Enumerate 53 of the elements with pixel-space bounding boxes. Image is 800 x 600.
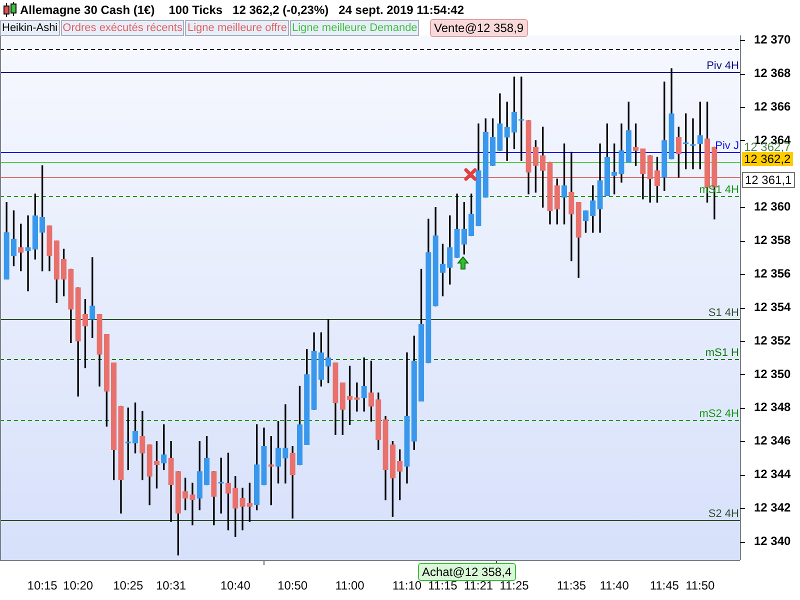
chart-subtitle: 100 Ticks 12 362,2 (-0,23%) 24 sept. 2019 11:54:42 <box>168 3 464 17</box>
candlestick <box>690 118 696 170</box>
x-tick-label: 11:00 <box>335 578 365 593</box>
y-tick-label: 12 358 <box>754 233 792 248</box>
x-tick-label: 11:50 <box>686 578 716 593</box>
ref-line-label: mS1 H <box>705 347 740 360</box>
candlestick <box>190 482 196 526</box>
x-tick-label: 11:45 <box>650 578 680 593</box>
x-tick-label: 11:15 <box>428 578 458 593</box>
y-tick-label: 12 352 <box>754 333 792 348</box>
ref-line-label: S1 4H <box>708 307 740 320</box>
x-tick-label: 11:21 <box>464 578 494 593</box>
x-tick-label: 11:40 <box>600 578 630 593</box>
x-tick-label: 11:10 <box>392 578 422 593</box>
x-tick-label: 10:25 <box>113 578 144 593</box>
text: Ligne meilleure offre <box>185 20 289 36</box>
y-tick-label: 12 344 <box>754 467 792 482</box>
candlestick <box>361 357 367 412</box>
x-tick-label: 10:20 <box>63 578 94 593</box>
y-tick-label: 12 370 <box>754 32 792 47</box>
y-tick-label: 12 356 <box>754 266 792 281</box>
y-tick-label: 12 350 <box>754 366 792 381</box>
ref-line-label: Piv J <box>715 140 739 152</box>
text: Vente@12 358,9 <box>430 19 528 37</box>
ref-line-label: mS2 4H <box>699 408 740 420</box>
text: Achat@12 358,4 <box>422 565 512 579</box>
candlestick <box>140 410 146 480</box>
candlestick <box>282 404 288 484</box>
text: Ligne meilleure Demande <box>290 20 420 36</box>
y-tick-label: 12 366 <box>754 99 792 114</box>
y-tick-label: 12 368 <box>754 66 792 80</box>
ref-line-label: Piv 4H <box>706 60 740 72</box>
x-tick-label: 10:40 <box>220 578 251 593</box>
candlestick <box>504 102 510 161</box>
y-tick-label: 12 354 <box>754 300 792 314</box>
chart-title: Allemagne 30 Cash (1€) <box>20 3 155 17</box>
x-tick-label: 10:31 <box>156 578 186 593</box>
x-tick-label: 11:35 <box>556 578 586 593</box>
y-tick-label: 12 342 <box>754 500 792 514</box>
x-tick-label: 10:15 <box>27 578 58 593</box>
x-tick-label: 10:50 <box>278 578 308 593</box>
text: 12 361,1 <box>742 172 795 188</box>
text: 12 362,2 <box>742 152 793 166</box>
ref-line-label: S2 4H <box>708 508 740 520</box>
candlestick <box>25 215 31 292</box>
y-tick-label: 12 340 <box>754 534 792 548</box>
x-tick-label: 11:25 <box>500 578 530 593</box>
y-tick-label: 12 360 <box>754 200 792 214</box>
y-tick-label: 12 346 <box>754 434 792 448</box>
text: Ordres exécutés récents <box>60 20 184 36</box>
candlestick <box>240 488 246 530</box>
text: Heikin-Ashi <box>0 20 60 36</box>
y-tick-label: 12 348 <box>754 400 792 414</box>
